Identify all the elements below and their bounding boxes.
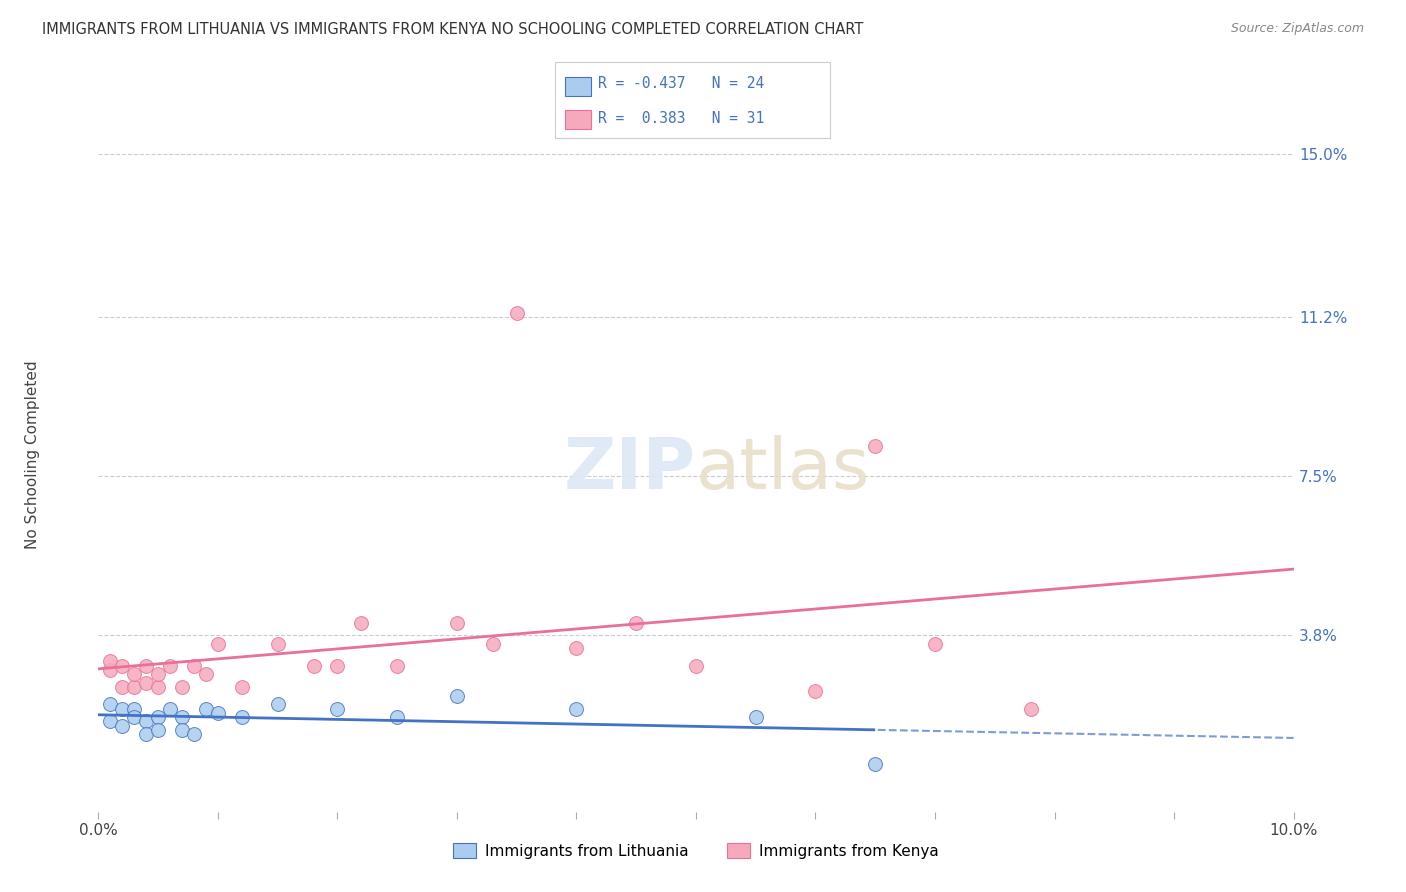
Point	[231, 680, 253, 694]
Point	[302, 658, 325, 673]
Point	[111, 680, 134, 694]
Point	[481, 637, 505, 651]
Point	[350, 615, 373, 630]
Point	[159, 658, 181, 673]
Point	[231, 710, 253, 724]
Point	[172, 723, 194, 737]
Point	[111, 658, 134, 673]
Point	[183, 727, 205, 741]
Point	[865, 439, 887, 453]
Point	[506, 306, 529, 320]
Point	[565, 641, 588, 656]
Point	[924, 637, 946, 651]
Point	[195, 667, 218, 681]
Point	[172, 680, 194, 694]
Point	[183, 658, 205, 673]
Point	[745, 710, 768, 724]
Point	[865, 757, 887, 772]
Point	[195, 701, 218, 715]
Point	[326, 701, 349, 715]
Point	[207, 706, 229, 720]
Point	[100, 663, 122, 677]
Point	[685, 658, 707, 673]
Point	[148, 680, 170, 694]
Point	[100, 714, 122, 729]
Text: IMMIGRANTS FROM LITHUANIA VS IMMIGRANTS FROM KENYA NO SCHOOLING COMPLETED CORREL: IMMIGRANTS FROM LITHUANIA VS IMMIGRANTS …	[42, 22, 863, 37]
Point	[1019, 701, 1042, 715]
Point	[385, 710, 409, 724]
Point	[124, 667, 146, 681]
Point	[626, 615, 648, 630]
Point	[124, 680, 146, 694]
Point	[446, 689, 468, 703]
Point	[267, 698, 290, 712]
Point	[565, 701, 588, 715]
Point	[111, 719, 134, 733]
Point	[111, 701, 134, 715]
Point	[172, 710, 194, 724]
Text: ZIP: ZIP	[564, 434, 696, 504]
Point	[135, 727, 157, 741]
Point	[207, 637, 229, 651]
Text: R = -0.437   N = 24: R = -0.437 N = 24	[598, 77, 763, 91]
Point	[100, 698, 122, 712]
Point	[148, 710, 170, 724]
Point	[124, 701, 146, 715]
Point	[326, 658, 349, 673]
Point	[135, 714, 157, 729]
Point	[135, 675, 157, 690]
Point	[385, 658, 409, 673]
Point	[148, 723, 170, 737]
Point	[159, 701, 181, 715]
Point	[135, 658, 157, 673]
Legend: Immigrants from Lithuania, Immigrants from Kenya: Immigrants from Lithuania, Immigrants fr…	[447, 837, 945, 864]
Point	[446, 615, 468, 630]
Text: Source: ZipAtlas.com: Source: ZipAtlas.com	[1230, 22, 1364, 36]
Point	[148, 667, 170, 681]
Point	[267, 637, 290, 651]
Point	[124, 710, 146, 724]
Text: No Schooling Completed: No Schooling Completed	[25, 360, 41, 549]
Point	[804, 684, 827, 698]
Text: atlas: atlas	[696, 434, 870, 504]
Text: R =  0.383   N = 31: R = 0.383 N = 31	[598, 112, 763, 126]
Point	[100, 654, 122, 668]
